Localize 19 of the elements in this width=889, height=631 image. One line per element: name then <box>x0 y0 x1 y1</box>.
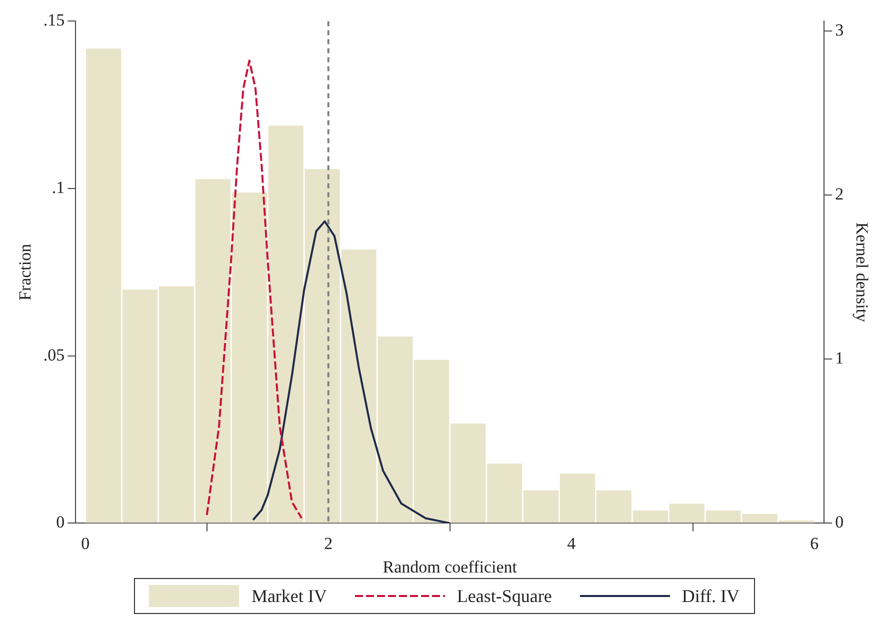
y-tick-label: .15 <box>43 10 65 30</box>
x-tick-label: 2 <box>324 534 333 553</box>
y-tick-label: 0 <box>56 512 65 532</box>
legend-label: Diff. IV <box>682 586 740 606</box>
x-tick-label: 6 <box>810 534 819 553</box>
x-tick-label: 0 <box>81 534 90 553</box>
y-tick-label: .1 <box>52 178 65 197</box>
y2-tick-label: 1 <box>835 348 844 368</box>
y2-tick-label: 2 <box>835 184 844 204</box>
legend-label: Least-Square <box>456 586 552 606</box>
legend-label: Market IV <box>251 586 327 606</box>
y2-tick-label: 0 <box>835 512 844 532</box>
y2-tick-label: 3 <box>835 20 844 40</box>
y-axis-title: Fraction <box>16 243 35 301</box>
y-tick-label: .05 <box>43 345 65 364</box>
line-series <box>206 60 303 520</box>
y2-axis-title: Kernel density <box>852 222 872 323</box>
x-tick-label: 4 <box>567 534 576 553</box>
x-axis-title: Random coefficient <box>382 557 518 576</box>
